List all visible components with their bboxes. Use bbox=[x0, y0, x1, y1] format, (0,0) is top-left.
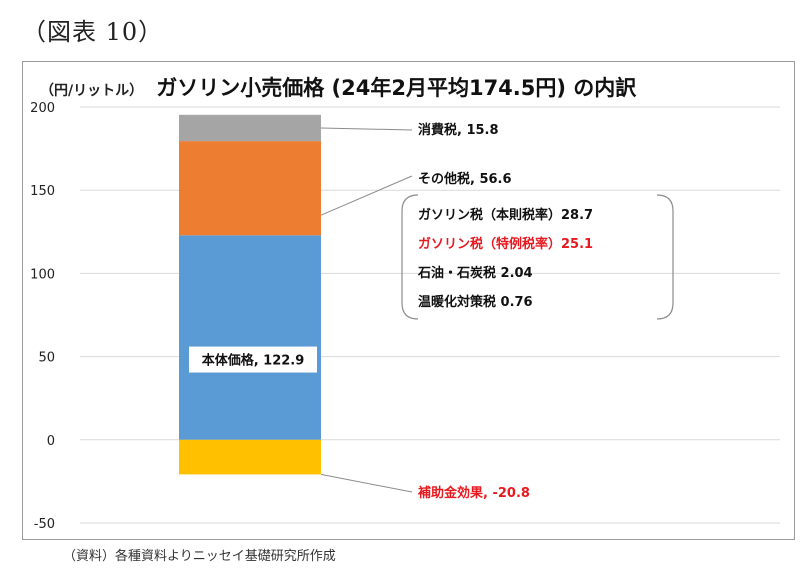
y-tick-label: -50 bbox=[34, 517, 55, 532]
chart-panel bbox=[22, 61, 795, 540]
breakdown-item: ガソリン税（特例税率）25.1 bbox=[418, 236, 593, 252]
leader-line-other-tax bbox=[320, 175, 413, 216]
bar-segment-body-price bbox=[179, 235, 321, 440]
unit-label: （円/リットル） bbox=[40, 83, 144, 99]
breakdown-item: 石油・石炭税 2.04 bbox=[417, 265, 533, 281]
bar-segment-consumption-tax bbox=[179, 114, 321, 142]
y-tick-label: 50 bbox=[38, 351, 55, 366]
y-tick-label: 100 bbox=[30, 267, 55, 282]
y-tick-label: 0 bbox=[47, 434, 55, 449]
chart-title-row: （円/リットル） ガソリン小売価格 (24年2月平均174.5円) の内訳 bbox=[40, 72, 636, 102]
bracket-left bbox=[401, 194, 419, 320]
bar-segment-subsidy bbox=[179, 439, 321, 475]
source-note: （資料）各種資料よりニッセイ基礎研究所作成 bbox=[63, 549, 336, 564]
breakdown-item: ガソリン税（本則税率）28.7 bbox=[418, 207, 593, 223]
other-tax-label: その他税, 56.6 bbox=[418, 171, 512, 187]
consumption-tax-label: 消費税, 15.8 bbox=[418, 122, 499, 138]
subsidy-label: 補助金効果, -20.8 bbox=[417, 485, 530, 501]
body-label-box bbox=[189, 346, 317, 373]
y-tick-label: 200 bbox=[30, 101, 55, 116]
y-tick-label: 150 bbox=[30, 184, 55, 199]
body-price-label: 本体価格, 122.9 bbox=[202, 353, 305, 369]
breakdown-item: 温暖化対策税 0.76 bbox=[418, 294, 533, 310]
bar-segment-other-tax bbox=[179, 141, 321, 236]
bracket-right bbox=[656, 194, 674, 320]
figure-label: （図表 10） bbox=[22, 18, 164, 46]
chart-title: ガソリン小売価格 (24年2月平均174.5円) の内訳 bbox=[156, 76, 637, 100]
leader-line-subsidy bbox=[320, 473, 413, 493]
leader-line-consumption-tax bbox=[320, 127, 413, 131]
